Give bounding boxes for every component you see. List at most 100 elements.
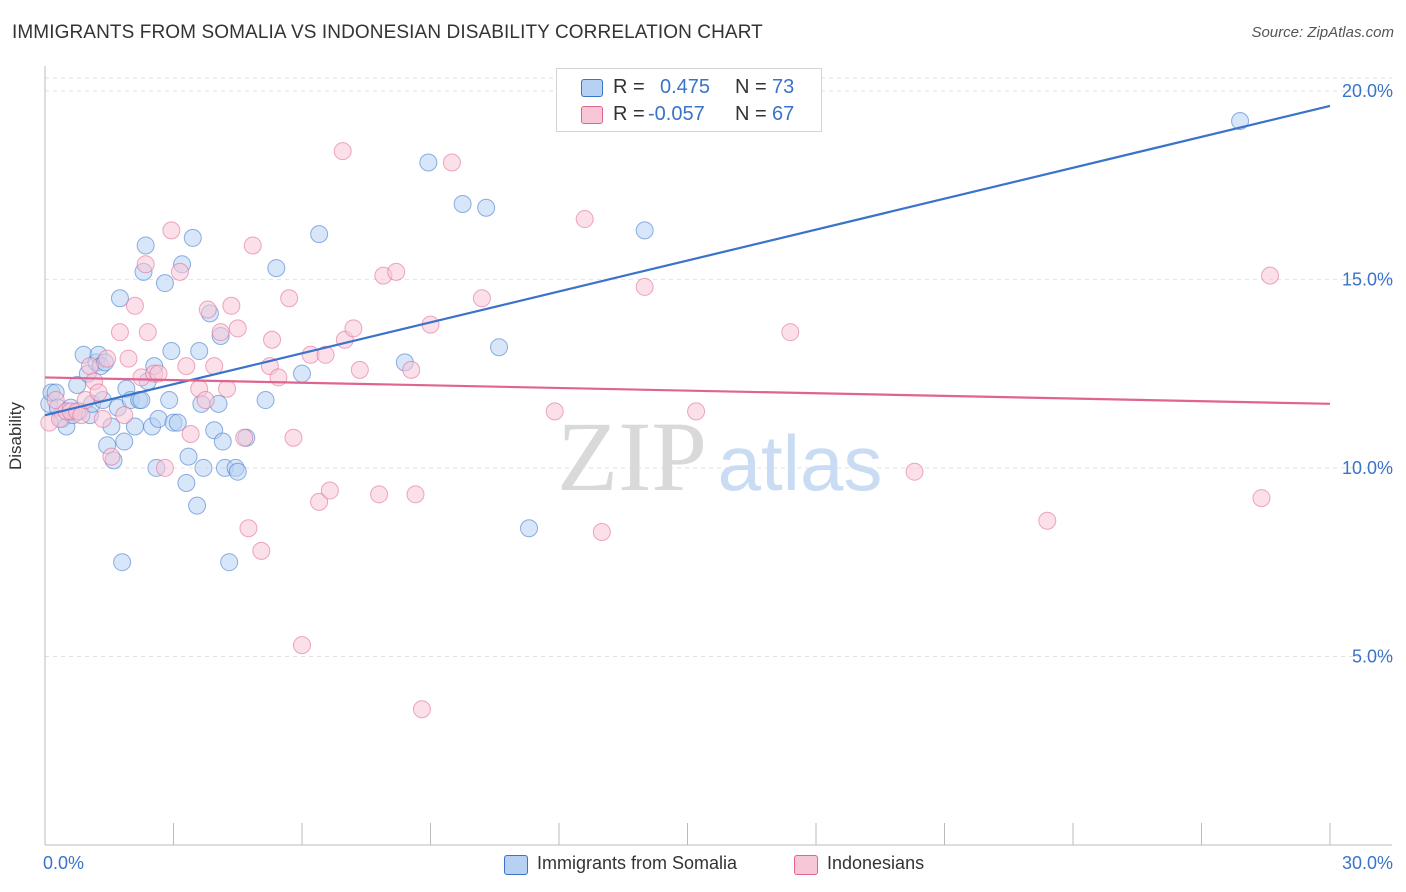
r-label: R = <box>613 76 645 98</box>
somalia-point <box>635 221 654 240</box>
indonesians-point <box>196 391 215 410</box>
indonesians-point <box>98 349 117 368</box>
r-value: 0.475 <box>660 76 711 98</box>
indonesians-point <box>412 700 431 719</box>
indonesians-point <box>115 406 134 425</box>
indonesians-point <box>252 541 271 560</box>
indonesians-point <box>89 383 108 402</box>
n-label: N = <box>735 103 767 125</box>
legend-label: Indonesians <box>827 853 925 873</box>
r-value: -0.057 <box>648 103 705 125</box>
somalia-point <box>68 375 87 394</box>
indonesians-point <box>46 391 65 410</box>
indonesians-point <box>350 360 369 379</box>
stats-row-indonesians: R = -0.057 N = 67 <box>557 100 821 128</box>
indonesians-point <box>1038 511 1057 530</box>
somalia-point <box>168 413 187 432</box>
somalia-point <box>155 274 174 293</box>
indonesians-legend-swatch <box>794 855 818 875</box>
somalia-point <box>188 496 207 515</box>
n-value: 67 <box>772 103 795 125</box>
somalia-point <box>149 409 168 428</box>
trend-lines <box>44 104 1331 417</box>
somalia-swatch <box>581 79 603 97</box>
somalia-point <box>267 259 286 278</box>
indonesians-point <box>155 458 174 477</box>
somalia-point <box>194 458 213 477</box>
somalia-point <box>477 198 496 217</box>
somalia-point <box>190 342 209 361</box>
indonesians-point <box>138 323 157 342</box>
indonesians-point <box>370 485 389 504</box>
indonesians-point <box>575 210 594 229</box>
x-tick-labels: 0.0% 30.0% <box>43 853 1393 873</box>
somalia-point <box>113 553 132 572</box>
indonesians-trend-line <box>44 376 1331 405</box>
indonesians-point <box>119 349 138 368</box>
chart-title: IMMIGRANTS FROM SOMALIA VS INDONESIAN DI… <box>12 22 763 43</box>
somalia-point <box>453 194 472 213</box>
legend-label: Immigrants from Somalia <box>537 853 738 873</box>
indonesians-point <box>406 485 425 504</box>
somalia-point <box>228 462 247 481</box>
indonesians-point <box>125 296 144 315</box>
indonesians-point <box>1261 266 1280 285</box>
indonesians-point <box>781 323 800 342</box>
indonesians-point <box>316 345 335 364</box>
somalia-point <box>213 432 232 451</box>
somalia-point <box>293 364 311 383</box>
indonesians-point <box>280 289 299 308</box>
stats-row-somalia: R = 0.475 N = 73 <box>557 73 821 101</box>
somalia-point <box>183 228 202 247</box>
indonesians-point <box>284 428 303 447</box>
somalia-point <box>136 236 155 255</box>
indonesians-point <box>170 262 189 281</box>
indonesians-point <box>293 636 311 655</box>
indonesians-point <box>545 402 564 421</box>
watermark-atlas: atlas <box>718 419 883 507</box>
indonesians-point <box>592 523 611 542</box>
indonesians-point <box>402 360 421 379</box>
somalia-point <box>177 474 196 493</box>
indonesians-point <box>149 364 168 383</box>
indonesians-point <box>905 462 924 481</box>
axes <box>44 66 1392 846</box>
indonesians-point <box>228 319 247 338</box>
x-tick-label: 30.0% <box>1342 853 1393 873</box>
somalia-trend-line <box>44 104 1331 417</box>
indonesians-point <box>177 357 196 376</box>
somalia-point <box>256 391 275 410</box>
indonesians-point <box>218 379 237 398</box>
somalia-point <box>220 553 239 572</box>
indonesians-point <box>102 447 121 466</box>
n-value: 73 <box>772 76 795 98</box>
source-credit: Source: ZipAtlas.com <box>1251 24 1394 41</box>
indonesians-point <box>211 323 230 342</box>
indonesians-point <box>442 153 461 172</box>
indonesians-point <box>687 402 706 421</box>
watermark: ZIP atlas <box>557 401 882 512</box>
indonesians-point <box>1252 489 1271 508</box>
y-tick-label: 5.0% <box>1352 646 1393 666</box>
indonesians-point <box>263 330 282 349</box>
somalia-point <box>110 289 129 308</box>
indonesians-point <box>136 255 155 274</box>
somalia-point <box>160 391 179 410</box>
indonesians-point <box>239 519 258 538</box>
somalia-point <box>162 342 181 361</box>
indonesians-point <box>93 409 112 428</box>
indonesians-point <box>110 323 129 342</box>
indonesians-point <box>222 296 241 315</box>
somalia-point <box>1231 112 1250 131</box>
indonesians-point <box>472 289 491 308</box>
somalia-legend-swatch <box>504 855 528 875</box>
indonesians-point <box>333 142 352 161</box>
y-tick-label: 20.0% <box>1342 81 1393 101</box>
indonesians-point <box>310 492 329 511</box>
x-tick-label: 0.0% <box>43 853 84 873</box>
y-tick-label: 15.0% <box>1342 269 1393 289</box>
stats-box: R = 0.475 N = 73 R = -0.057 N = 67 <box>556 68 822 132</box>
somalia-point <box>490 338 509 357</box>
indonesians-point <box>320 481 339 500</box>
